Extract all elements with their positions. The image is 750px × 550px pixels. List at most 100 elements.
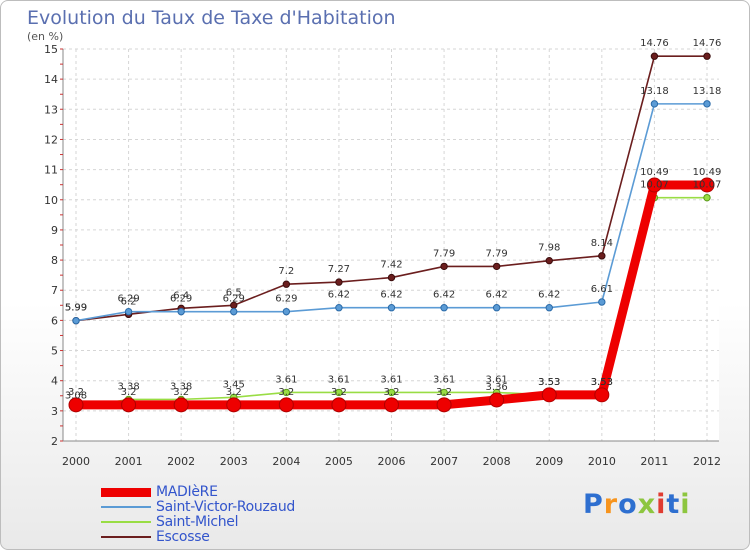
chart-title: Evolution du Taux de Taxe d'Habitation: [27, 7, 396, 29]
legend-label-madiere: MADIèRE: [156, 484, 218, 500]
data-point-escosse: [440, 262, 448, 271]
data-label-saint-victor-rouzaud: 6.29: [117, 294, 139, 305]
data-label-escosse: 7.2: [278, 266, 294, 277]
data-label-escosse: 7.42: [380, 260, 402, 271]
x-tick-label: 2006: [378, 455, 406, 468]
data-point-saint-victor-rouzaud: [440, 304, 448, 312]
data-label-madi-re: 3.2: [68, 387, 84, 398]
data-point-escosse: [545, 256, 553, 265]
y-tick-label: 3: [51, 405, 58, 418]
y-tick-label: 14: [44, 73, 58, 86]
data-label-saint-victor-rouzaud: 6.29: [275, 294, 297, 305]
data-point-madi-re: [436, 397, 452, 413]
data-label-madi-re: 3.2: [173, 387, 189, 398]
legend-item-escosse: Escosse: [101, 529, 361, 545]
data-label-saint-michel: 3.61: [275, 374, 297, 385]
data-label-escosse: 7.79: [433, 248, 455, 259]
data-label-saint-victor-rouzaud: 6.42: [433, 290, 455, 301]
data-point-saint-michel: [387, 388, 396, 397]
data-point-madi-re: [646, 177, 662, 193]
data-point-saint-victor-rouzaud: [703, 100, 711, 108]
chart-legend: MADIèRE Saint-Victor-Rouzaud Saint-Miche…: [101, 484, 361, 545]
y-tick-label: 5: [51, 345, 58, 358]
data-point-saint-victor-rouzaud: [177, 307, 185, 316]
data-point-madi-re: [489, 392, 505, 408]
data-label-escosse: 14.76: [693, 38, 722, 49]
data-label-saint-michel: 3.61: [433, 374, 455, 385]
legend-item-saint-victor-rouzaud: Saint-Victor-Rouzaud: [101, 499, 361, 515]
y-tick-label: 6: [51, 314, 58, 327]
data-point-madi-re: [173, 397, 189, 413]
data-label-saint-victor-rouzaud: 6.42: [486, 290, 508, 301]
data-point-escosse: [598, 252, 606, 260]
data-label-escosse: 5.99: [65, 303, 87, 314]
legend-label-saint-victor-rouzaud: Saint-Victor-Rouzaud: [156, 499, 295, 515]
y-tick-label: 11: [44, 164, 58, 177]
data-label-madi-re: 3.2: [436, 387, 452, 398]
logo-letter: o: [618, 489, 638, 520]
data-label-madi-re: 3.2: [121, 387, 137, 398]
data-label-escosse: 6.4: [173, 290, 189, 301]
legend-item-madiere: MADIèRE: [101, 484, 361, 500]
data-point-saint-victor-rouzaud: [282, 307, 291, 316]
data-label-saint-michel: 3.38: [170, 381, 192, 392]
data-label-madi-re: 10.49: [640, 167, 669, 178]
data-label-madi-re: 3.53: [591, 377, 613, 388]
data-point-saint-victor-rouzaud: [545, 304, 553, 312]
data-label-escosse: 7.79: [486, 248, 508, 259]
x-tick-label: 2003: [220, 455, 248, 468]
data-label-saint-michel: 10.07: [693, 180, 722, 191]
data-label-escosse: 7.98: [538, 243, 560, 254]
data-point-escosse: [492, 262, 501, 271]
data-label-saint-michel: 3.61: [380, 374, 402, 385]
x-tick-label: 2000: [62, 455, 90, 468]
x-tick-label: 2009: [535, 455, 563, 468]
logo-letter: t: [666, 489, 681, 520]
data-point-madi-re: [384, 397, 399, 413]
x-tick-label: 2001: [115, 455, 143, 468]
data-label-saint-michel: 3.45: [223, 379, 245, 390]
x-tick-label: 2002: [167, 455, 195, 468]
data-label-madi-re: 3.2: [384, 387, 400, 398]
data-point-madi-re: [594, 387, 610, 403]
y-tick-label: 8: [51, 254, 58, 267]
logo-letter: P: [583, 489, 604, 520]
data-label-madi-re: 3.2: [331, 387, 347, 398]
data-point-saint-victor-rouzaud: [598, 298, 606, 306]
x-tick-label: 2007: [430, 455, 458, 468]
data-label-saint-victor-rouzaud: 6.29: [223, 294, 245, 305]
y-tick-label: 9: [51, 224, 58, 237]
data-point-saint-victor-rouzaud: [387, 304, 396, 312]
data-point-madi-re: [541, 387, 557, 403]
data-point-escosse: [282, 280, 291, 288]
data-label-escosse: 14.76: [640, 38, 669, 49]
data-point-madi-re: [68, 397, 84, 413]
data-point-saint-victor-rouzaud: [650, 100, 659, 108]
chart-unit: (en %): [27, 30, 64, 43]
data-label-madi-re: 10.49: [693, 167, 722, 178]
legend-item-saint-michel: Saint-Michel: [101, 514, 361, 530]
data-label-saint-michel: 3.53: [538, 377, 560, 388]
x-tick-label: 2011: [640, 455, 668, 468]
x-tick-label: 2012: [693, 455, 721, 468]
data-label-saint-michel: 3.61: [486, 374, 508, 385]
data-label-saint-victor-rouzaud: 6.61: [591, 284, 613, 295]
data-label-saint-victor-rouzaud: 5.99: [65, 303, 87, 314]
data-point-escosse: [703, 52, 711, 60]
data-label-escosse: 7.27: [328, 264, 350, 275]
legend-label-escosse: Escosse: [156, 529, 210, 545]
data-label-saint-victor-rouzaud: 13.18: [640, 86, 669, 97]
data-point-saint-victor-rouzaud: [230, 307, 238, 316]
data-label-escosse: 8.14: [591, 238, 613, 249]
legend-swatch-madiere: [101, 488, 151, 497]
data-label-saint-victor-rouzaud: 6.42: [380, 290, 402, 301]
data-label-saint-victor-rouzaud: 6.42: [538, 290, 560, 301]
data-point-madi-re: [121, 397, 137, 413]
data-point-escosse: [650, 52, 659, 60]
data-label-saint-michel: 3.08: [65, 390, 87, 401]
logo-letter: i: [656, 489, 667, 520]
y-tick-label: 13: [44, 103, 58, 116]
x-tick-label: 2005: [325, 455, 353, 468]
